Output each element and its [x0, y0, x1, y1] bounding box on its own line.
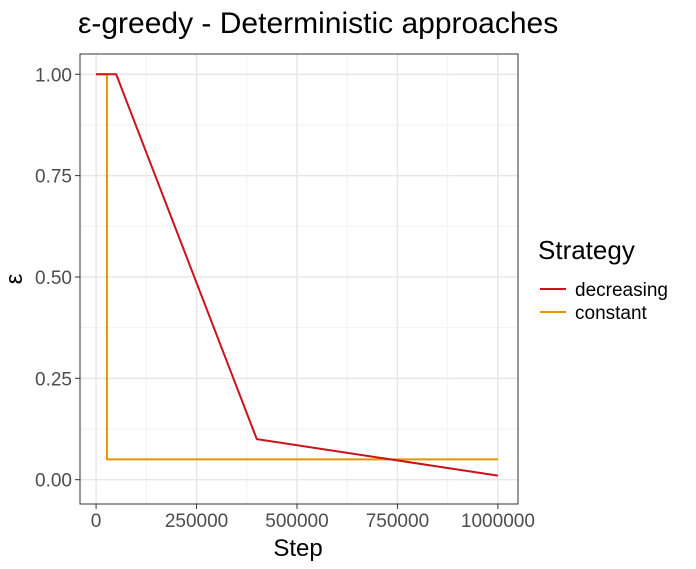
- y-tick-label: 0.75: [35, 167, 72, 188]
- legend-label-decreasing: decreasing: [575, 280, 668, 301]
- grid-major: [80, 54, 518, 504]
- series-lines: [96, 73, 499, 477]
- x-tick-label: 0: [91, 511, 102, 532]
- x-tick-label: 500000: [265, 511, 328, 532]
- x-tick-label: 1000000: [461, 511, 535, 532]
- y-tick-label: 1.00: [35, 65, 72, 86]
- x-tick-label: 750000: [366, 511, 429, 532]
- legend-label-constant: constant: [575, 303, 648, 324]
- x-axis-title: Step: [273, 535, 322, 562]
- grid-minor: [80, 54, 518, 504]
- plot-area: [79, 53, 519, 505]
- y-tick-label: 0.25: [35, 369, 72, 390]
- plot-border: [79, 53, 519, 505]
- plot-panel: [79, 53, 519, 505]
- legend-title: Strategy: [538, 235, 635, 265]
- y-tick-label: 0.50: [35, 268, 72, 289]
- x-axis-ticks: 0 250000 500000 750000 1000000: [91, 504, 535, 532]
- y-tick-label: 0.00: [35, 471, 72, 492]
- chart-title: ε-greedy - Deterministic approaches: [78, 7, 558, 40]
- y-axis-title: ε: [1, 273, 28, 284]
- series-line-decreasing: [96, 73, 499, 477]
- x-tick-label: 250000: [165, 511, 228, 532]
- y-axis-ticks: 0.00 0.25 0.50 0.75 1.00: [35, 65, 80, 492]
